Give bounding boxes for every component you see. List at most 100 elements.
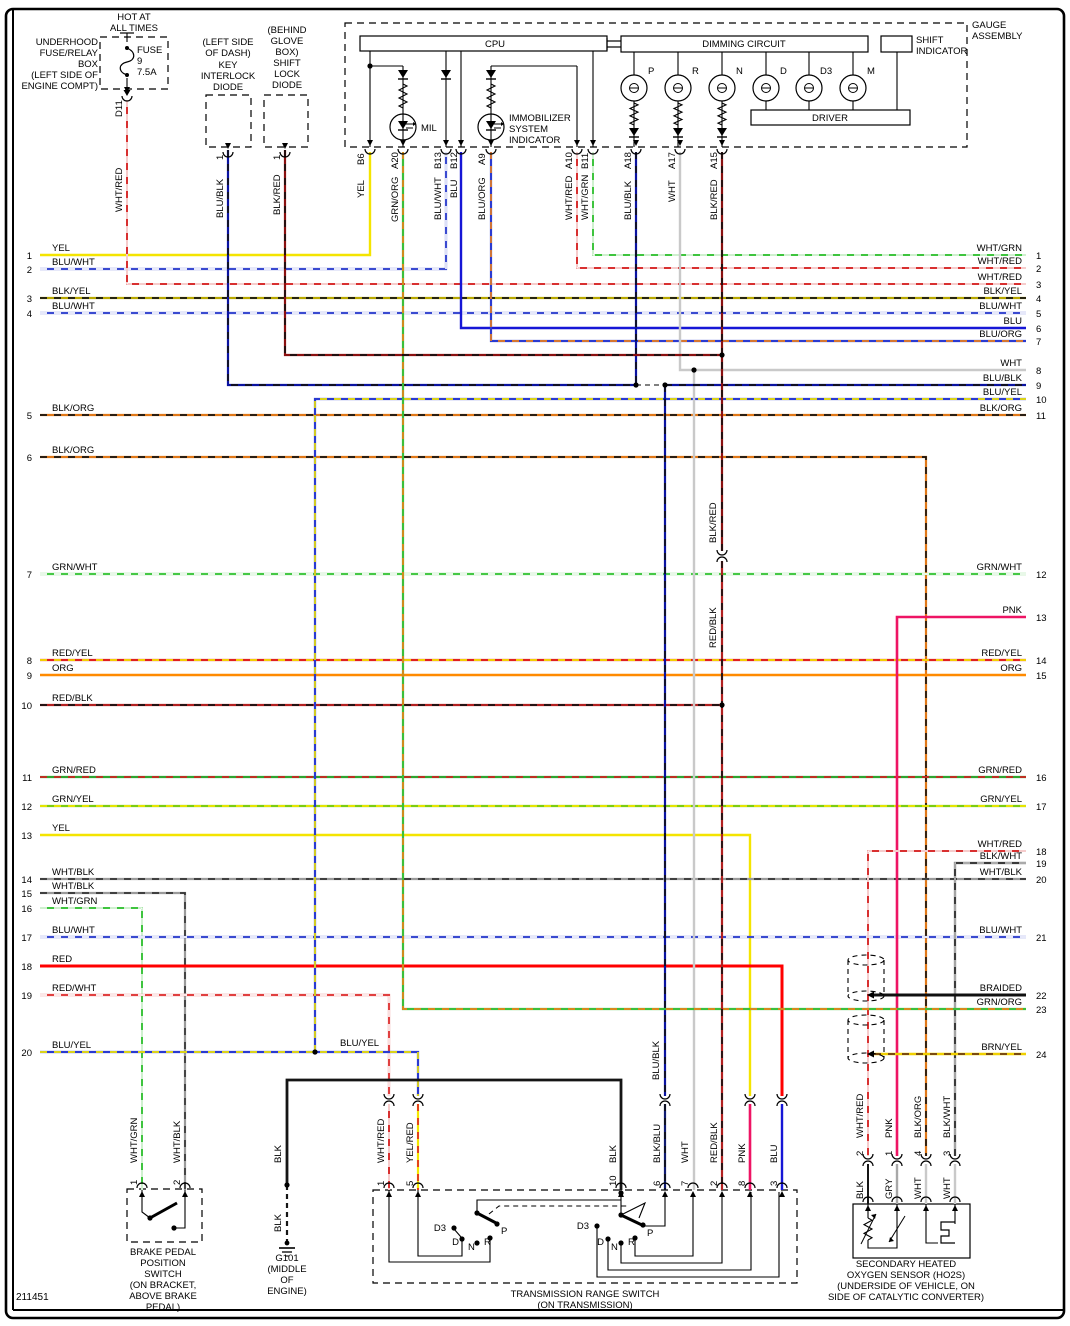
pin-connector-icon xyxy=(279,151,291,158)
left-row-number-8: 8 xyxy=(27,656,32,667)
inline-connector-icon xyxy=(776,1100,788,1107)
pin-connector-icon xyxy=(719,1191,725,1197)
fuse-icon xyxy=(125,73,129,77)
right-row-number-4: 4 xyxy=(1036,294,1041,305)
label-hot-at: HOT AT xyxy=(117,12,151,23)
right-row-wire-3: WHT/RED xyxy=(978,272,1022,283)
wire-blkorg-ho2s-stripe xyxy=(40,456,927,1156)
pin-connector-icon xyxy=(952,1205,958,1211)
bulb-filament-icon xyxy=(848,83,858,93)
pin-connector-icon xyxy=(894,1205,900,1211)
junction-dot xyxy=(487,1235,493,1241)
wire-yel-b6 xyxy=(40,152,372,257)
left-row-number-17: 17 xyxy=(21,933,32,944)
left-row-wire-11: GRN/RED xyxy=(52,765,96,776)
right-row-number-14: 14 xyxy=(1036,656,1047,667)
indicator-bulb-icon xyxy=(795,74,823,102)
wire-trans-int-7 xyxy=(634,1192,694,1257)
label-wht-red: WHT/RED xyxy=(376,1119,387,1163)
label-red-blk: RED/BLK xyxy=(708,607,719,648)
wire-whtred-ho2s-stripe xyxy=(867,850,1026,1156)
wire-bluyel-branch xyxy=(313,397,1026,1052)
pin-connector-icon xyxy=(776,1182,788,1189)
label-n: N xyxy=(468,1242,475,1253)
label-b12: B12 xyxy=(449,152,460,169)
right-row-number-17: 17 xyxy=(1036,802,1047,813)
pin-connector-icon xyxy=(590,140,596,146)
led-arrow-icon xyxy=(413,122,416,126)
shield-icon xyxy=(847,1014,885,1026)
label-wht-red: WHT/RED xyxy=(564,176,575,220)
left-row-number-5: 5 xyxy=(27,411,32,422)
sensor-element-icon xyxy=(888,1215,906,1243)
right-row-number-2: 2 xyxy=(1036,264,1041,275)
pin-connector-icon xyxy=(386,1191,392,1197)
label-b6: B6 xyxy=(356,153,367,165)
right-row-wire-1: WHT/GRN xyxy=(977,243,1023,254)
pin-connector-icon xyxy=(383,1182,395,1189)
junction-dot xyxy=(284,1182,290,1188)
label-10: 10 xyxy=(608,1175,619,1186)
inline-connector-icon xyxy=(659,1100,671,1107)
wire-blkred-shiftlock-stripe xyxy=(284,150,722,356)
right-row-wire-4: BLK/YEL xyxy=(983,286,1022,297)
wire-ho2s-sens-l xyxy=(925,1204,938,1244)
diode-icon xyxy=(717,128,727,136)
wire-trans-int-4 xyxy=(476,1199,621,1213)
pin-connector-icon xyxy=(364,148,376,155)
label-blu-org: BLU/ORG xyxy=(477,177,488,220)
inline-connector-icon xyxy=(891,1153,903,1160)
label-pnk: PNK xyxy=(737,1143,748,1163)
label-pedal: PEDAL) xyxy=(146,1302,180,1313)
pin-connector-icon xyxy=(677,140,683,146)
pin-connector-icon xyxy=(400,140,406,146)
label-p: P xyxy=(648,66,654,77)
junction-dot xyxy=(605,1236,611,1242)
label-on-transmission: (ON TRANSMISSION) xyxy=(537,1300,632,1311)
left-row-number-14: 14 xyxy=(21,875,32,886)
shift-indicator-box xyxy=(880,35,913,53)
label-d11: D11 xyxy=(114,100,125,117)
left-row-wire-5: BLK/ORG xyxy=(52,403,94,414)
right-row-wire-9: BLU/BLK xyxy=(983,373,1023,384)
junction-dot xyxy=(451,1225,457,1231)
junction-dot xyxy=(312,1049,318,1055)
label-a15: A15 xyxy=(709,152,720,169)
bulb-filament-icon xyxy=(804,83,814,93)
right-row-number-9: 9 xyxy=(1036,381,1041,392)
right-row-wire-24: BRN/YEL xyxy=(981,1042,1022,1053)
label-blu-blk: BLU/BLK xyxy=(623,180,634,220)
label-blk: BLK xyxy=(608,1144,619,1163)
left-row-number-13: 13 xyxy=(21,831,32,842)
left-row-wire-1: YEL xyxy=(52,243,70,254)
diode-icon xyxy=(486,70,496,78)
left-row-number-6: 6 xyxy=(27,453,32,464)
inline-connector-icon xyxy=(920,1153,932,1160)
label-blk-wht: BLK/WHT xyxy=(942,1096,953,1138)
right-row-wire-6: BLU xyxy=(1004,316,1023,327)
left-row-wire-2: BLU/WHT xyxy=(52,257,95,268)
label-5: 5 xyxy=(405,1181,416,1186)
right-row-wire-15: ORG xyxy=(1000,663,1022,674)
label-immobilizer: IMMOBILIZER xyxy=(509,113,571,124)
pin-connector-icon xyxy=(719,140,725,146)
inline-connector-icon xyxy=(862,1153,874,1160)
right-row-number-22: 22 xyxy=(1036,991,1047,1002)
inline-connector-icon xyxy=(716,556,728,563)
pin-connector-icon xyxy=(687,1182,699,1189)
heater-element-icon xyxy=(862,1217,874,1241)
indicator-bulb-icon xyxy=(620,74,648,102)
junction-dot xyxy=(662,382,668,388)
right-row-wire-5: BLU/WHT xyxy=(979,301,1022,312)
wire-bluyel-main xyxy=(40,1050,420,1096)
label-a9: A9 xyxy=(477,153,488,165)
transmission-range-switch-box xyxy=(372,1189,798,1284)
wire-whtred-a10 xyxy=(576,152,1026,269)
bulb-filament-icon xyxy=(761,83,771,93)
shield-drain-arrow-icon xyxy=(867,991,874,999)
right-row-number-19: 19 xyxy=(1036,859,1047,870)
label-fuse: FUSE xyxy=(137,45,162,56)
right-row-number-5: 5 xyxy=(1036,309,1041,320)
left-row-number-11: 11 xyxy=(22,773,32,784)
label-yel-red: YEL/RED xyxy=(405,1122,416,1163)
